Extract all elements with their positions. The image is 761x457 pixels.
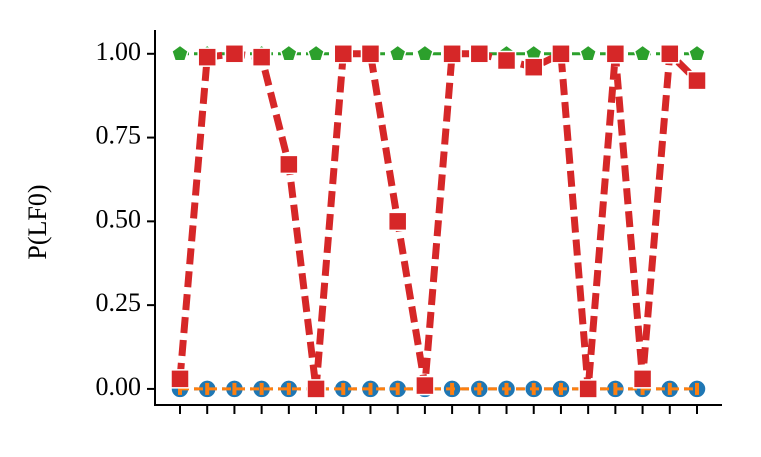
point [232,382,237,395]
point [477,382,482,395]
point [531,382,536,395]
point [578,379,598,399]
point [279,154,299,175]
point [415,375,435,396]
point [178,382,182,395]
point [695,382,699,395]
point [171,44,189,62]
point [415,44,434,62]
y-tick-label: 0.00 [96,372,142,401]
point [224,44,245,64]
point [523,57,544,77]
point [688,44,706,62]
point [259,382,264,395]
point [395,382,400,395]
y-tick-label: 1.00 [96,37,142,66]
point [613,382,618,395]
point [558,382,563,395]
point [388,44,407,62]
point [469,44,490,64]
point [368,382,373,395]
y-axis-label: P(LF0) [23,184,52,259]
point [667,382,672,395]
point [251,47,272,67]
point [279,44,298,62]
point [660,44,680,64]
point [687,70,707,91]
point [551,44,571,64]
point [307,44,325,62]
y-tick-label: 0.25 [96,288,142,317]
point [442,44,462,64]
point [579,44,598,62]
point [360,44,381,64]
point [387,211,408,232]
point [333,44,354,64]
series-line [176,46,700,390]
point [306,379,326,399]
point [640,382,645,395]
point [450,382,455,395]
point [341,382,346,395]
point [197,47,217,67]
point [605,44,626,64]
point [205,382,210,395]
y-tick-label: 0.50 [96,204,142,233]
point [633,44,652,62]
point [496,50,517,71]
point [170,369,190,389]
point [504,382,509,395]
y-tick-label: 0.75 [96,121,142,150]
point [632,369,653,389]
point [286,382,291,395]
